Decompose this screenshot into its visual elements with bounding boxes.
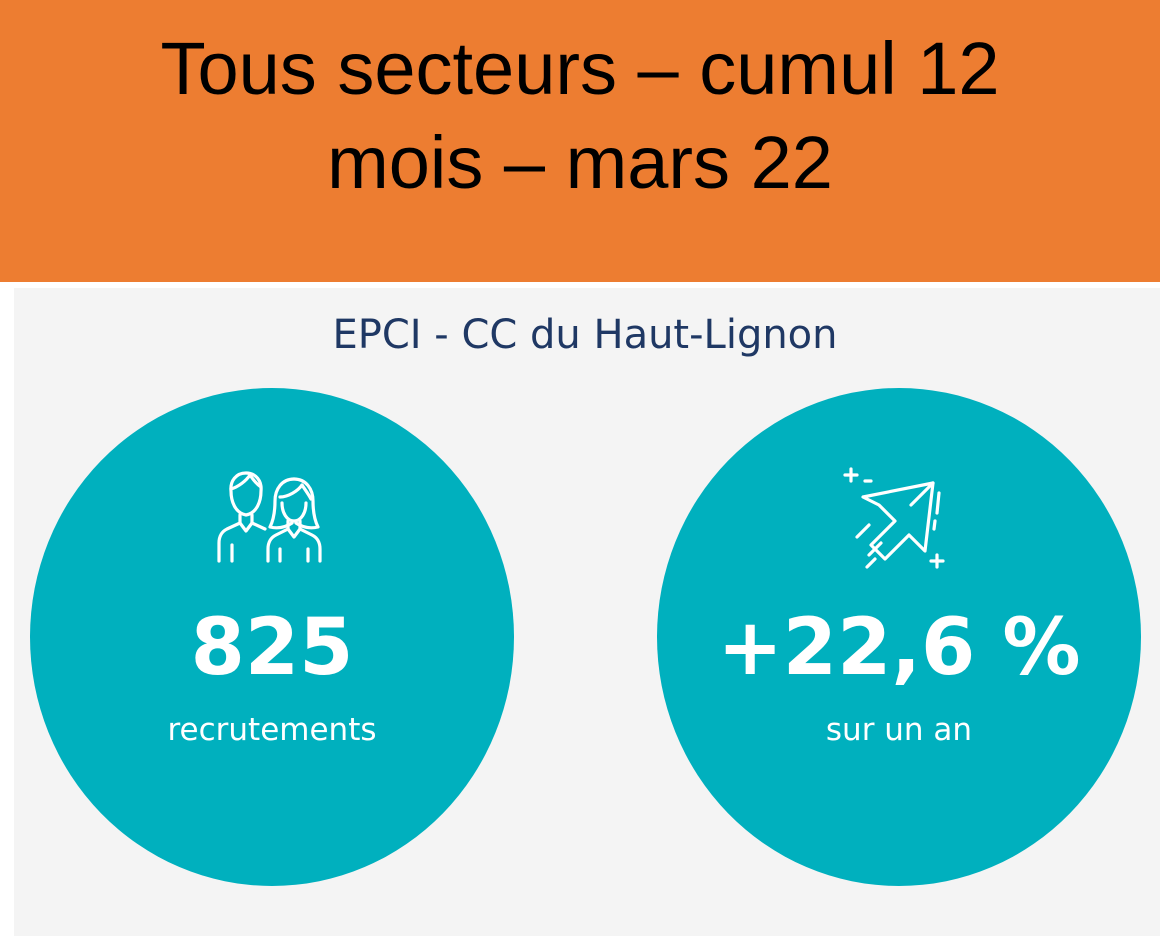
people-icon	[212, 463, 332, 573]
page-title-line-1: Tous secteurs – cumul 12	[160, 27, 1000, 110]
page-title: Tous secteurs – cumul 12 mois – mars 22	[0, 22, 1160, 210]
epci-subtitle: EPCI - CC du Haut-Lignon	[332, 312, 838, 358]
page-title-line-2: mois – mars 22	[327, 121, 833, 204]
growth-arrow-icon	[839, 463, 959, 573]
recruitments-label: recrutements	[167, 712, 377, 748]
title-banner: Tous secteurs – cumul 12 mois – mars 22	[0, 0, 1160, 282]
recruitments-stat-card: 825 recrutements	[30, 388, 514, 886]
growth-label: sur un an	[825, 712, 973, 748]
growth-stat-card: +22,6 % sur un an	[657, 388, 1141, 886]
growth-value: +22,6 %	[717, 603, 1081, 693]
recruitments-value: 825	[190, 603, 354, 693]
